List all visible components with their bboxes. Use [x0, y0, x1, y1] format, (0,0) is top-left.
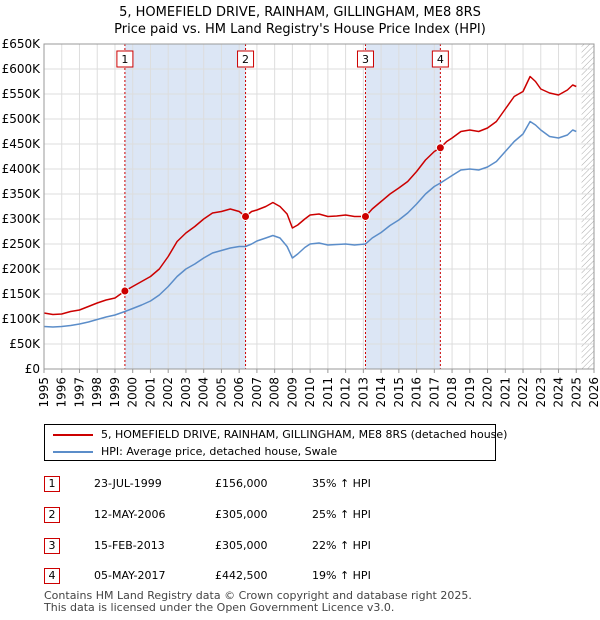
- sale-number-label: 1: [121, 53, 128, 66]
- sale-point: [435, 143, 445, 153]
- x-tick-label: 1998: [90, 377, 104, 408]
- sale-point: [241, 212, 251, 221]
- legend-label-property: 5, HOMEFIELD DRIVE, RAINHAM, GILLINGHAM,…: [101, 428, 508, 441]
- x-tick-label: 2000: [126, 377, 140, 408]
- sale-point: [120, 286, 130, 296]
- y-tick-label: £650K: [2, 37, 42, 51]
- x-tick-label: 2003: [179, 377, 193, 408]
- x-tick-label: 2022: [516, 377, 530, 408]
- x-tick-label: 2014: [374, 377, 388, 408]
- x-tick-label: 2011: [321, 377, 335, 408]
- y-tick-label: £300K: [2, 212, 42, 226]
- y-tick-label: £500K: [2, 112, 42, 126]
- transaction-number: 2: [44, 507, 60, 523]
- hpi-line: [43, 120, 577, 328]
- x-tick-label: 2021: [498, 377, 512, 408]
- y-tick-label: £250K: [2, 237, 42, 251]
- x-tick-label: 2018: [445, 377, 459, 408]
- transaction-hpi: 22% ↑ HPI: [312, 539, 371, 552]
- transaction-date: 23-JUL-1999: [94, 477, 162, 490]
- legend-label-hpi: HPI: Average price, detached house, Swal…: [101, 445, 338, 458]
- sale-number-box: [431, 50, 449, 68]
- sale-point: [360, 212, 370, 221]
- transaction-hpi: 19% ↑ HPI: [312, 569, 371, 582]
- x-tick-label: 2017: [427, 377, 441, 408]
- y-tick-label: £450K: [2, 137, 42, 151]
- chart-title: 5, HOMEFIELD DRIVE, RAINHAM, GILLINGHAM,…: [0, 4, 600, 38]
- plot-frame: [43, 43, 595, 370]
- footer-line-1: Contains HM Land Registry data © Crown c…: [44, 589, 472, 602]
- transaction-number: 4: [44, 568, 60, 584]
- x-tick-label: 2008: [268, 377, 282, 408]
- y-tick-label: £600K: [2, 62, 42, 76]
- x-tick-label: 2007: [250, 377, 264, 408]
- y-tick-label: £50K: [9, 337, 41, 351]
- x-tick-label: 2005: [214, 377, 228, 408]
- x-tick-label: 2016: [410, 377, 424, 408]
- sale-number-box: [356, 50, 374, 68]
- transaction-number: 3: [44, 538, 60, 554]
- sale-number-label: 4: [437, 53, 444, 66]
- x-tick-label: 2026: [587, 377, 600, 408]
- x-tick-label: 2002: [161, 377, 175, 408]
- sale-number-label: 3: [362, 53, 369, 66]
- x-tick-label: 2012: [339, 377, 353, 408]
- x-tick-label: 1997: [72, 377, 86, 408]
- x-tick-label: 2019: [463, 377, 477, 408]
- transaction-date: 05-MAY-2017: [94, 569, 166, 582]
- title-line-1: 5, HOMEFIELD DRIVE, RAINHAM, GILLINGHAM,…: [119, 5, 481, 20]
- y-tick-label: £200K: [2, 262, 42, 276]
- sale-number-label: 2: [242, 53, 249, 66]
- y-tick-label: £350K: [2, 187, 42, 201]
- x-tick-label: 2023: [534, 377, 548, 408]
- x-tick-label: 1999: [108, 377, 122, 408]
- transaction-date: 15-FEB-2013: [94, 539, 165, 552]
- y-tick-label: £100K: [2, 312, 42, 326]
- sale-number-box: [116, 50, 134, 68]
- y-tick-label: £550K: [2, 87, 42, 101]
- x-tick-label: 2004: [197, 377, 211, 408]
- footer-line-2: This data is licensed under the Open Gov…: [44, 601, 395, 614]
- transaction-row: 2 12-MAY-2006 £305,000 25% ↑ HPI: [0, 501, 600, 532]
- y-tick-label: £150K: [2, 287, 42, 301]
- x-tick-label: 1996: [55, 377, 69, 408]
- x-tick-label: 2009: [285, 377, 299, 408]
- transaction-hpi: 25% ↑ HPI: [312, 508, 371, 521]
- y-tick-label: £0: [25, 362, 40, 376]
- x-tick-label: 2015: [392, 377, 406, 408]
- transaction-price: £305,000: [215, 508, 268, 521]
- x-tick-label: 2001: [143, 377, 157, 408]
- transaction-row: 4 05-MAY-2017 £442,500 19% ↑ HPI: [0, 562, 600, 593]
- transaction-date: 12-MAY-2006: [94, 508, 166, 521]
- transaction-hpi: 35% ↑ HPI: [312, 477, 371, 490]
- x-tick-label: 2025: [569, 377, 583, 408]
- transaction-price: £156,000: [215, 477, 268, 490]
- transaction-row: 3 15-FEB-2013 £305,000 22% ↑ HPI: [0, 532, 600, 563]
- footer: Contains HM Land Registry data © Crown c…: [44, 590, 472, 614]
- title-line-2: Price paid vs. HM Land Registry's House …: [114, 22, 486, 37]
- transaction-row: 1 23-JUL-1999 £156,000 35% ↑ HPI: [0, 470, 600, 501]
- x-tick-label: 2013: [356, 377, 370, 408]
- transaction-price: £305,000: [215, 539, 268, 552]
- ownership-period-shade: [365, 44, 441, 369]
- legend: 5, HOMEFIELD DRIVE, RAINHAM, GILLINGHAM,…: [44, 424, 507, 461]
- legend-swatch-property: [53, 434, 93, 436]
- x-tick-label: 2010: [303, 377, 317, 408]
- x-tick-label: 2006: [232, 377, 246, 408]
- sale-number-box: [237, 50, 255, 68]
- property-price-line: [43, 75, 577, 316]
- price-chart: 1 2 3 4 £0 £50K £100K £150K £200K £250K £300K £350K…: [2, 37, 600, 408]
- x-tick-label: 2024: [552, 377, 566, 408]
- transaction-price: £442,500: [215, 569, 268, 582]
- legend-swatch-hpi: [53, 451, 93, 453]
- y-tick-label: £400K: [2, 162, 42, 176]
- ownership-period-shade: [124, 44, 246, 369]
- x-tick-label: 2020: [481, 377, 495, 408]
- future-hatch-region: [581, 44, 594, 369]
- x-tick-label: 1995: [37, 377, 51, 408]
- transaction-number: 1: [44, 476, 60, 492]
